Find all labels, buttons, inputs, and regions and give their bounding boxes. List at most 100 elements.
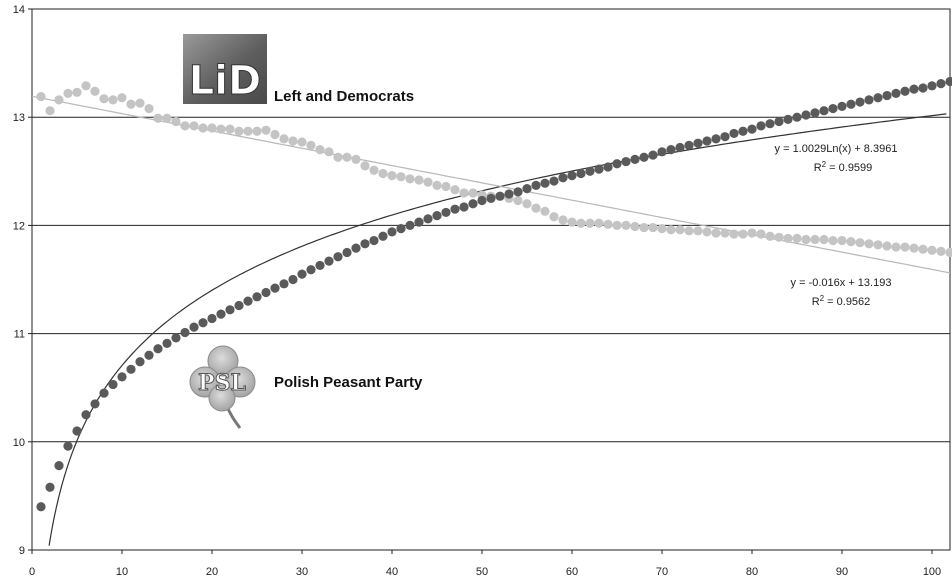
data-point xyxy=(846,99,856,109)
lid-logo-text: LiD xyxy=(189,58,261,104)
data-point xyxy=(315,145,325,155)
x-tick-label: 100 xyxy=(923,566,941,578)
lid-logo-box xyxy=(183,34,267,104)
data-point xyxy=(342,247,352,258)
data-point xyxy=(495,191,505,201)
data-point xyxy=(540,206,550,216)
data-point xyxy=(198,123,208,133)
data-point xyxy=(306,265,316,275)
data-point xyxy=(693,138,703,148)
series-psl xyxy=(36,76,952,512)
data-point xyxy=(135,98,145,108)
data-point xyxy=(720,132,730,142)
data-point xyxy=(945,76,952,87)
data-point xyxy=(873,93,883,103)
data-point xyxy=(54,461,64,471)
data-point xyxy=(243,126,253,136)
data-point xyxy=(666,145,676,155)
data-point xyxy=(594,218,604,228)
data-point xyxy=(783,233,793,243)
data-point xyxy=(396,172,406,182)
data-point xyxy=(738,126,748,136)
equation-lid-r2: R2 = 0.9562 xyxy=(812,294,871,308)
legend-label-psl: Polish Peasant Party xyxy=(274,374,423,391)
data-point xyxy=(423,214,433,224)
data-point xyxy=(756,229,766,239)
data-point xyxy=(936,246,946,256)
clover-leaf-bottom xyxy=(208,384,236,412)
data-point xyxy=(747,228,757,238)
data-point xyxy=(522,199,532,209)
data-point xyxy=(171,116,181,127)
axis-ticks xyxy=(28,8,933,554)
data-point xyxy=(558,215,568,225)
data-point xyxy=(126,364,136,374)
data-point xyxy=(288,136,298,146)
data-point xyxy=(270,283,280,293)
psl-logo-text: PSL xyxy=(198,370,246,396)
data-point xyxy=(324,147,334,157)
data-point xyxy=(306,140,316,150)
data-point xyxy=(225,305,235,315)
data-point xyxy=(45,106,55,116)
data-point xyxy=(765,231,775,241)
data-point xyxy=(594,164,604,174)
y-tick-label: 12 xyxy=(13,220,25,232)
data-point xyxy=(891,242,901,252)
data-point xyxy=(144,103,154,114)
data-point xyxy=(630,221,640,232)
data-point xyxy=(531,203,541,213)
data-point xyxy=(747,124,757,134)
data-point xyxy=(882,90,892,101)
data-point xyxy=(837,101,847,111)
data-point xyxy=(189,322,199,332)
data-point xyxy=(657,224,667,234)
data-point xyxy=(567,217,577,227)
data-point xyxy=(945,247,952,258)
data-point xyxy=(702,227,712,237)
data-point xyxy=(432,180,442,190)
data-point xyxy=(720,228,730,238)
data-point xyxy=(828,103,838,114)
data-point xyxy=(99,388,109,398)
data-point xyxy=(36,92,46,102)
data-point xyxy=(810,108,820,118)
data-point xyxy=(819,106,829,116)
data-point xyxy=(459,202,469,212)
data-point xyxy=(450,204,460,214)
data-point xyxy=(414,175,424,185)
data-point xyxy=(333,152,343,162)
r2-superscript: 2 xyxy=(822,160,827,169)
data-point xyxy=(675,225,685,235)
data-point xyxy=(936,79,946,89)
data-point xyxy=(63,441,73,451)
data-point xyxy=(891,88,901,98)
y-tick-label: 11 xyxy=(14,329,25,341)
data-point xyxy=(531,180,541,190)
data-point xyxy=(144,350,154,360)
data-point xyxy=(648,150,658,160)
data-point xyxy=(864,95,874,105)
data-point xyxy=(684,226,694,236)
data-point xyxy=(756,121,766,131)
data-point xyxy=(513,195,523,206)
data-point xyxy=(198,318,208,328)
data-point xyxy=(207,123,217,133)
data-point xyxy=(72,87,82,97)
data-point xyxy=(549,212,559,222)
data-point xyxy=(117,93,127,103)
data-point xyxy=(351,154,361,164)
data-point xyxy=(801,110,811,120)
data-point xyxy=(522,184,532,194)
data-point xyxy=(279,279,289,289)
data-point xyxy=(468,188,478,198)
data-point xyxy=(54,95,64,105)
data-point xyxy=(117,372,127,382)
data-point xyxy=(648,222,658,233)
data-point xyxy=(261,125,271,135)
series-points xyxy=(36,76,952,512)
data-point xyxy=(486,193,496,203)
data-point xyxy=(369,235,379,246)
data-point xyxy=(639,152,649,162)
y-tick-labels: 9 10 11 12 13 14 xyxy=(13,4,25,557)
